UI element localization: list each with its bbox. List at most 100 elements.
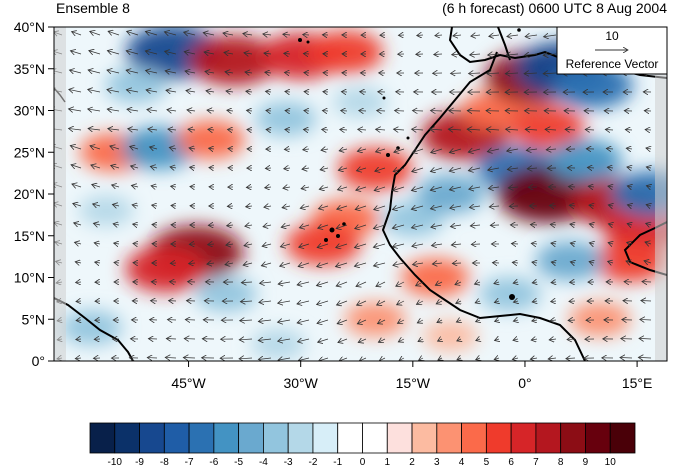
anomaly-blob — [344, 301, 407, 337]
wind-vector — [487, 149, 500, 152]
wind-vector — [165, 71, 177, 73]
wind-vector — [551, 243, 556, 244]
wind-vector — [246, 206, 253, 207]
lat-tick-label: 15°N — [14, 228, 45, 244]
missing-data-strip-east — [655, 27, 667, 361]
wind-vector — [487, 73, 500, 74]
wind-vector — [356, 187, 367, 190]
wind-vector — [585, 129, 595, 130]
wind-vector — [608, 186, 613, 187]
colorbar-swatch — [238, 422, 264, 454]
wind-vector — [456, 301, 461, 303]
wind-vector — [278, 320, 291, 322]
wind-vector — [489, 35, 500, 36]
wind-vector — [608, 243, 613, 244]
anomaly-blob — [479, 276, 541, 312]
wind-vector — [152, 224, 157, 225]
wind-vector — [412, 244, 424, 246]
wind-vector — [203, 33, 215, 35]
wind-vector — [166, 90, 177, 92]
anomaly-blob — [78, 195, 134, 227]
wind-vector — [640, 319, 652, 320]
wind-vector — [146, 70, 158, 73]
wind-vector — [70, 51, 82, 54]
wind-vector — [283, 34, 291, 35]
colorbar-swatch — [263, 422, 289, 454]
reference-vector-value: 10 — [605, 29, 619, 43]
wind-vector — [626, 261, 633, 263]
wind-vector — [508, 187, 519, 188]
wind-vector — [512, 262, 519, 263]
wind-vector — [416, 282, 424, 286]
wind-vector — [646, 167, 651, 168]
wind-vector — [476, 339, 480, 341]
wind-vector — [505, 73, 519, 74]
wind-vector — [431, 225, 443, 227]
wind-vector — [148, 129, 158, 130]
wind-vector — [525, 129, 538, 130]
wind-vector — [303, 149, 310, 150]
wind-vector — [416, 301, 424, 304]
wind-vector — [127, 109, 139, 111]
wind-vector — [107, 90, 120, 92]
lat-tick-label: 35°N — [14, 61, 45, 77]
wind-vector — [298, 358, 310, 361]
anomaly-blob — [416, 174, 485, 214]
wind-vector — [184, 52, 196, 54]
wind-vector — [183, 357, 196, 358]
colorbar-swatch — [312, 422, 339, 454]
wind-vector — [430, 187, 443, 190]
wind-vector — [567, 339, 576, 340]
wind-vector — [507, 149, 519, 151]
wind-vector — [76, 339, 81, 340]
wind-vector — [243, 263, 253, 265]
lat-tick-label: 10°N — [14, 270, 45, 286]
lat-tick-label: 25°N — [14, 144, 45, 160]
wind-vector — [227, 110, 234, 111]
wind-vector — [299, 225, 310, 228]
wind-vector — [88, 70, 101, 73]
wind-vector — [259, 301, 272, 302]
lat-tick-label: 30°N — [14, 103, 45, 119]
wind-vector — [488, 54, 500, 55]
south-america-coastline — [54, 297, 134, 361]
wind-vector — [167, 110, 177, 111]
wind-vector — [339, 149, 348, 151]
wind-vector — [207, 110, 215, 111]
wind-vector — [513, 320, 518, 321]
wind-vector — [336, 225, 348, 229]
wind-vector — [111, 165, 120, 168]
wind-vector — [457, 339, 461, 341]
wind-vector — [207, 263, 215, 264]
wind-vector — [319, 187, 329, 189]
wind-vector — [132, 205, 139, 206]
wind-vector — [357, 320, 367, 324]
lat-tick-label: 5°N — [22, 311, 46, 327]
wind-vector — [317, 320, 329, 323]
wind-vector — [75, 262, 82, 263]
wind-vector — [165, 51, 177, 54]
colorbar-label: -5 — [234, 457, 243, 468]
wind-vector — [412, 168, 424, 172]
wind-vector — [512, 358, 519, 359]
wind-vector — [607, 167, 614, 168]
wind-vector — [243, 34, 253, 35]
wind-vector — [469, 187, 481, 189]
wind-vector — [449, 168, 462, 171]
wind-vector — [240, 301, 253, 302]
wind-vector — [645, 242, 652, 244]
anomaly-blob — [285, 222, 361, 266]
colorbar-swatch — [337, 422, 363, 454]
wind-vector — [264, 206, 272, 207]
wind-vector — [95, 262, 100, 263]
wind-vector — [375, 168, 386, 171]
colorbar-swatch — [510, 422, 537, 454]
wind-vector — [608, 205, 613, 206]
colorbar-swatch — [213, 422, 240, 454]
wind-vector — [75, 358, 82, 359]
wind-vector — [114, 262, 119, 263]
wind-vector — [494, 301, 499, 303]
colorbar-label: 3 — [434, 457, 440, 468]
wind-vector — [531, 243, 538, 244]
colorbar-swatch — [585, 422, 611, 454]
